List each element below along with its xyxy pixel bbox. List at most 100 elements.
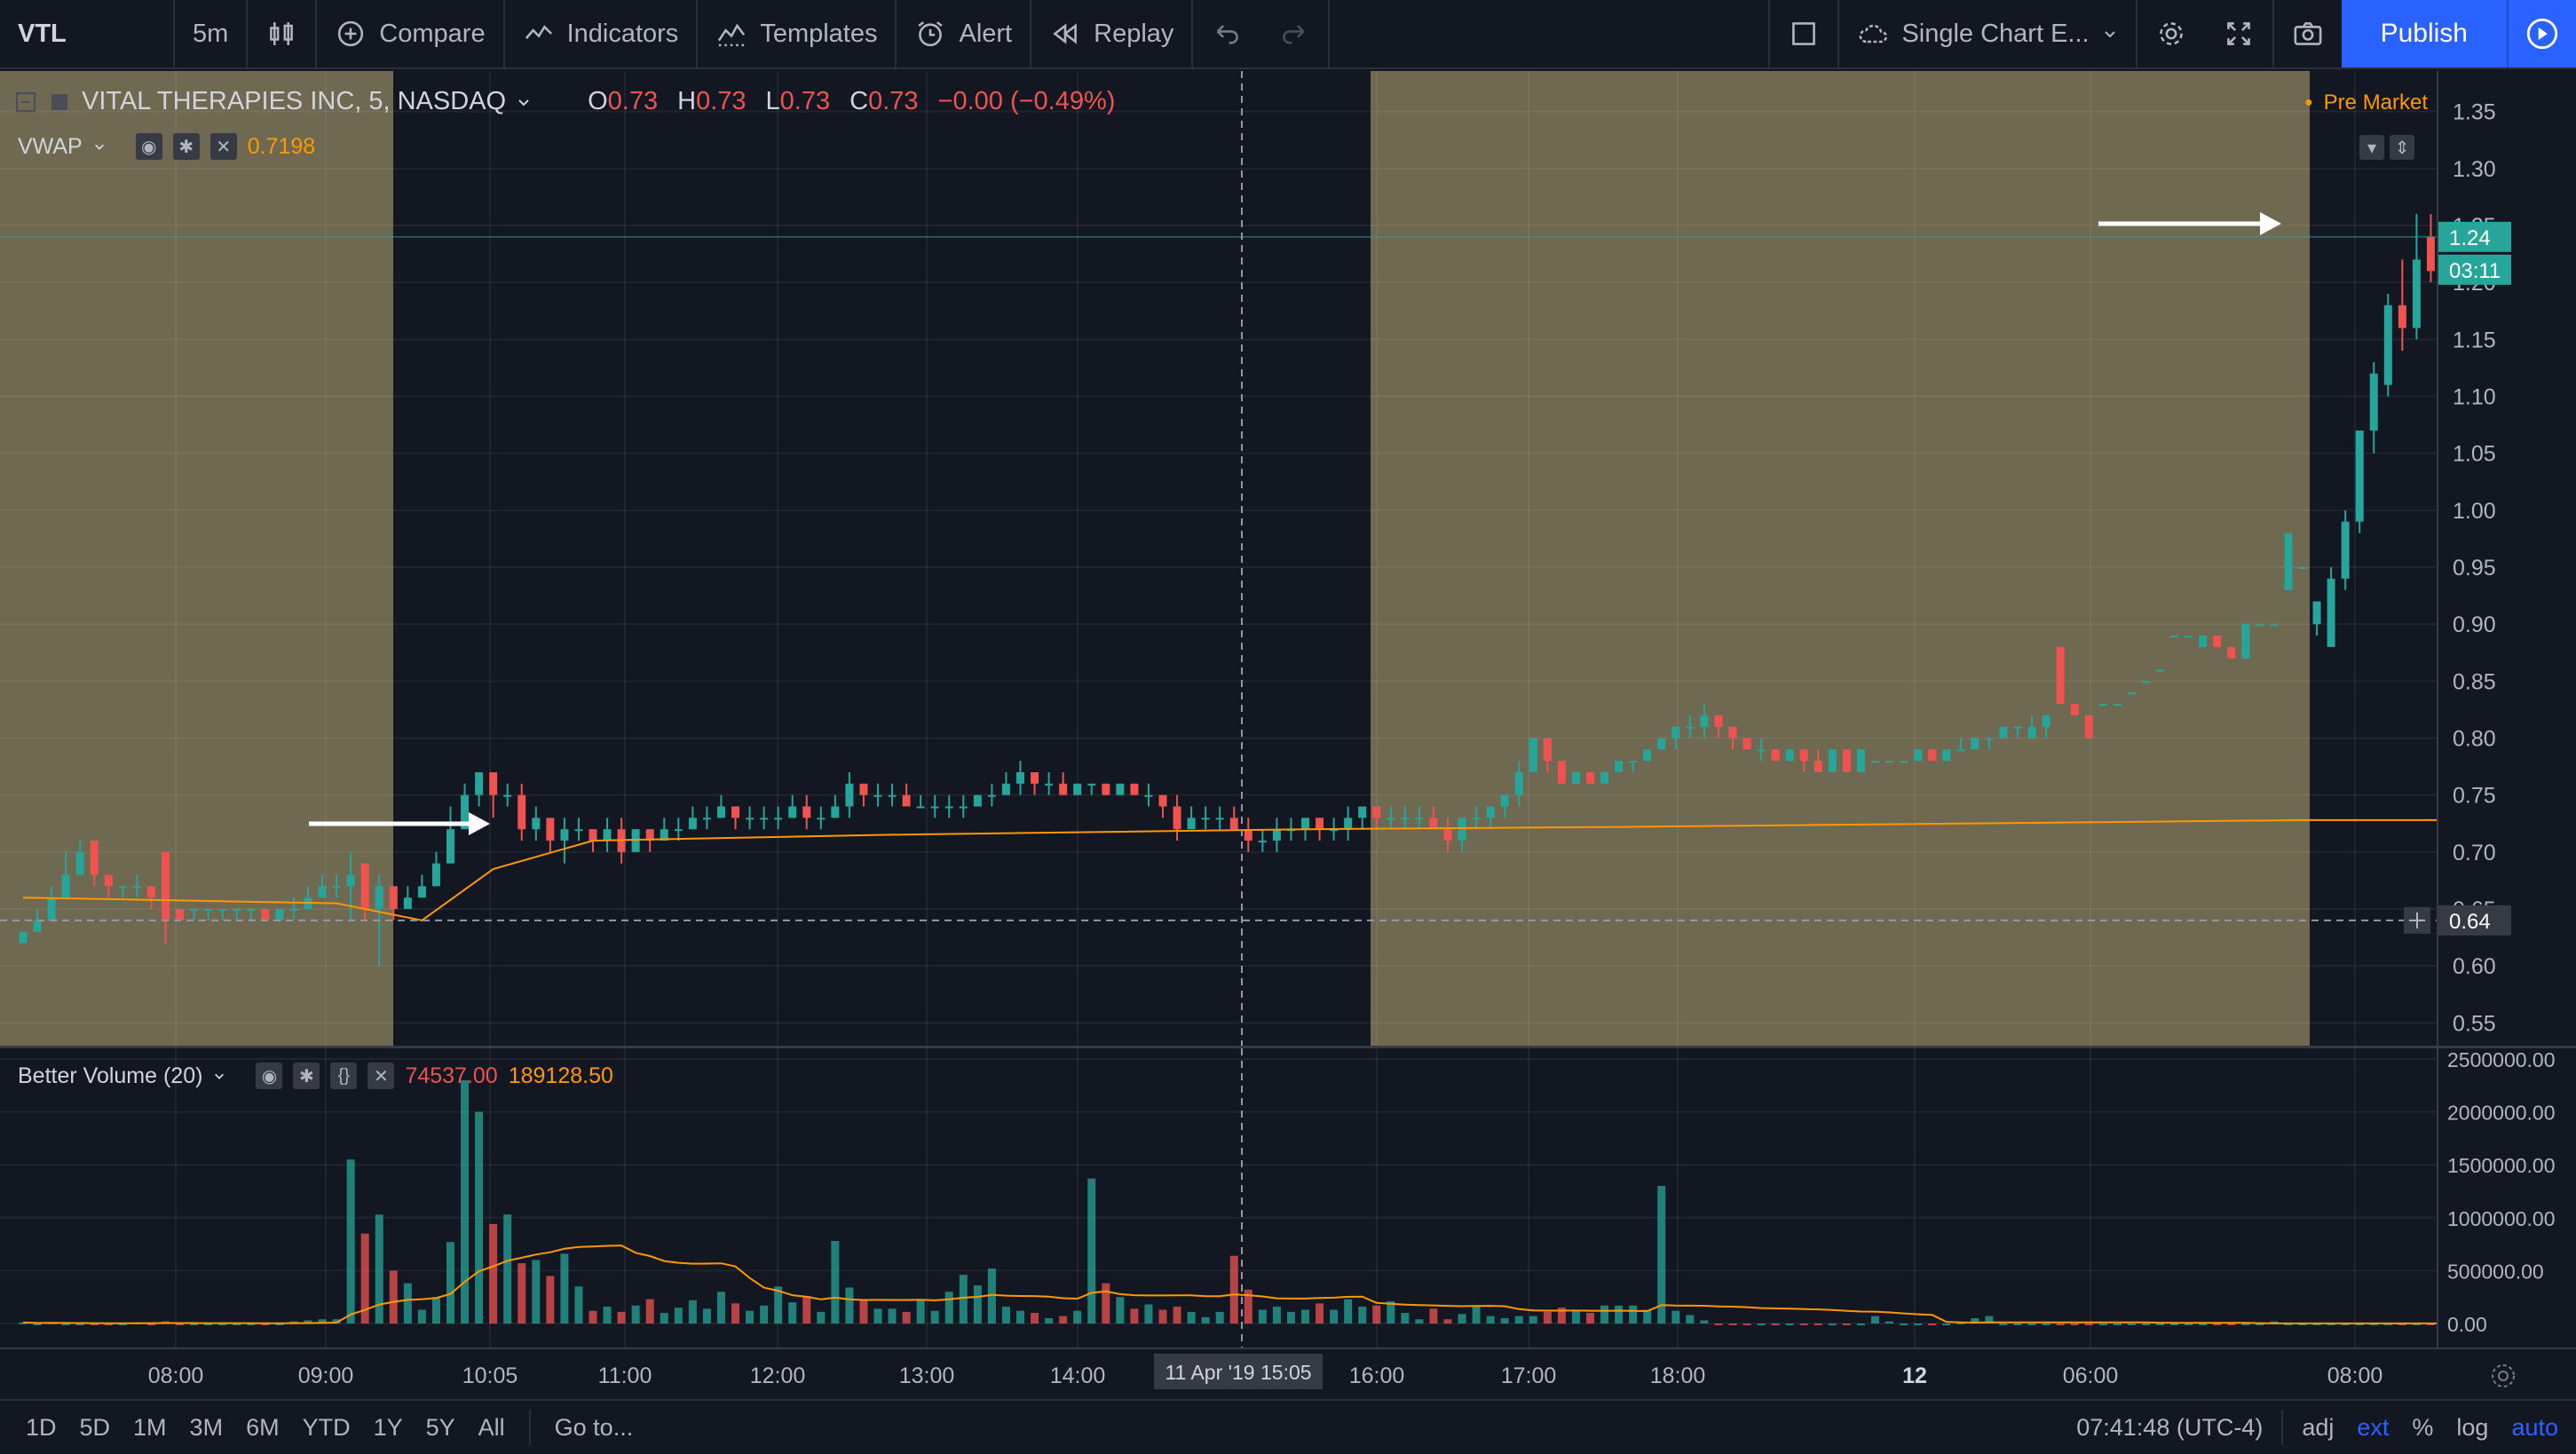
range-button-5y[interactable]: 5Y	[425, 1413, 455, 1441]
price-axis[interactable]: 1.351.301.251.201.151.101.051.000.950.90…	[2437, 71, 2576, 1046]
collapse-icon[interactable]	[14, 91, 37, 114]
candle-body	[1813, 761, 1822, 772]
symbol-title[interactable]: VITAL THERAPIES INC, 5, NASDAQ	[82, 87, 507, 115]
adj-toggle[interactable]: adj	[2302, 1413, 2335, 1441]
volume-axis-scale[interactable]: 2500000.00 2000000.00 1500000.00 1000000.00…	[2438, 1048, 2576, 1347]
snapshot-button[interactable]	[2274, 0, 2342, 67]
volume-bar	[1629, 1305, 1638, 1324]
volume-ma-line	[22, 1245, 2437, 1324]
gear-icon[interactable]: ✱	[293, 1063, 320, 1089]
publish-button[interactable]: Publish	[2341, 0, 2507, 67]
volume-bar	[1543, 1311, 1552, 1324]
range-button-6m[interactable]: 6M	[246, 1413, 280, 1441]
close-icon[interactable]: ✕	[209, 133, 237, 160]
symbol-search-button[interactable]: VTL	[18, 19, 67, 48]
candle-body	[1059, 783, 1068, 795]
volume-bar	[831, 1241, 840, 1324]
interval-button[interactable]: 5m	[193, 19, 229, 48]
range-button-ytd[interactable]: YTD	[302, 1413, 351, 1441]
ext-toggle[interactable]: ext	[2357, 1413, 2390, 1441]
vwap-name[interactable]: VWAP	[18, 133, 83, 159]
chevron-down-icon[interactable]	[213, 1070, 225, 1082]
undo-button[interactable]	[1193, 0, 1260, 67]
volume-bar	[1728, 1324, 1737, 1325]
volume-pane[interactable]: Better Volume (20) ◉ ✱ {} ✕ 74537.00 189…	[0, 1048, 2437, 1347]
volume-bar	[1643, 1309, 1652, 1324]
range-button-all[interactable]: All	[478, 1413, 505, 1441]
volume-bar	[930, 1310, 939, 1324]
range-button-1d[interactable]: 1D	[26, 1413, 57, 1441]
layout-select-button[interactable]	[1770, 0, 1837, 67]
source-code-icon[interactable]: {}	[330, 1063, 358, 1089]
eye-icon[interactable]: ◉	[135, 133, 162, 160]
indicators-label: Indicators	[566, 19, 679, 48]
price-tick-label: 0.95	[2453, 556, 2496, 581]
candle-body	[802, 806, 811, 818]
candle-body	[446, 829, 454, 864]
save-layout-button[interactable]: Single Chart E...	[1839, 0, 2135, 67]
candle-body	[1629, 761, 1638, 763]
candle-body	[760, 818, 769, 820]
square-icon	[1792, 22, 1816, 45]
gear-icon[interactable]: ✱	[172, 133, 200, 160]
percent-toggle[interactable]: %	[2412, 1413, 2434, 1441]
indicators-button[interactable]: Indicators	[505, 0, 697, 67]
crosshair-time-tag-text: 11 Apr '19 15:05	[1165, 1361, 1311, 1384]
range-button-5d[interactable]: 5D	[79, 1413, 111, 1441]
fullscreen-button[interactable]	[2205, 0, 2272, 67]
range-button-1m[interactable]: 1M	[133, 1413, 167, 1441]
volume-bar	[2098, 1324, 2107, 1325]
main-chart-pane[interactable]: VITAL THERAPIES INC, 5, NASDAQ O 0.73 H 0.…	[0, 71, 2437, 1046]
range-button-3m[interactable]: 3M	[189, 1413, 224, 1441]
volume-chart[interactable]	[0, 1048, 2437, 1347]
time-axis-scale[interactable]: 08:00 09:00 10:05 11:00 12:00 13:00 14:00 16:00…	[0, 1349, 2576, 1401]
volume-name[interactable]: Better Volume (20)	[18, 1063, 203, 1088]
templates-button[interactable]: Templates	[698, 0, 895, 67]
low-label: L	[765, 87, 780, 115]
redo-button[interactable]	[1260, 0, 1328, 67]
volume-bar	[1657, 1186, 1666, 1324]
pane-divider[interactable]	[0, 1046, 2576, 1048]
time-axis[interactable]: 08:00 09:00 10:05 11:00 12:00 13:00 14:00 16:00…	[0, 1347, 2576, 1399]
candle-body	[831, 806, 840, 818]
pane-updown-icon[interactable]: ⇕	[2390, 135, 2414, 160]
volume-bar	[1201, 1316, 1210, 1324]
replay-button[interactable]: Replay	[1031, 0, 1191, 67]
candle-body	[2170, 636, 2179, 637]
range-button-1y[interactable]: 1Y	[373, 1413, 403, 1441]
log-toggle[interactable]: log	[2456, 1413, 2489, 1441]
volume-bar	[1344, 1299, 1353, 1324]
alert-button[interactable]: Alert	[897, 0, 1030, 67]
auto-toggle[interactable]: auto	[2511, 1413, 2558, 1441]
pane-down-icon[interactable]: ▾	[2359, 135, 2384, 160]
candle-body	[1885, 761, 1894, 763]
gear-icon[interactable]	[2492, 1364, 2515, 1387]
chart-style-button[interactable]	[248, 0, 315, 67]
volume-bar	[1757, 1324, 1766, 1325]
candle-body	[930, 806, 939, 809]
volume-bar	[1001, 1306, 1010, 1324]
flag-icon[interactable]	[48, 91, 71, 114]
price-chart[interactable]	[0, 71, 2437, 1046]
time-tick-label: 08:00	[148, 1363, 204, 1388]
bar-countdown-tag-text: 03:11	[2449, 259, 2501, 283]
close-label: C	[849, 87, 869, 115]
chevron-down-icon[interactable]	[93, 140, 106, 153]
volume-bar	[1600, 1305, 1609, 1324]
compare-button[interactable]: Compare	[317, 0, 502, 67]
publish-menu-button[interactable]	[2507, 0, 2576, 67]
volume-bar	[461, 1079, 470, 1324]
close-icon[interactable]: ✕	[367, 1063, 395, 1089]
eye-icon[interactable]: ◉	[256, 1063, 283, 1089]
goto-button[interactable]: Go to...	[554, 1413, 634, 1441]
settings-button[interactable]	[2137, 0, 2205, 67]
chevron-down-icon[interactable]	[517, 95, 531, 109]
candle-body	[973, 794, 982, 807]
price-axis-scale[interactable]: 1.351.301.251.201.151.101.051.000.950.90…	[2438, 71, 2576, 1046]
volume-bar	[631, 1305, 640, 1324]
volume-bar	[1016, 1310, 1024, 1324]
volume-bar	[2156, 1324, 2164, 1325]
volume-axis[interactable]: 2500000.00 2000000.00 1500000.00 1000000.00…	[2437, 1048, 2576, 1347]
arrow-annotation-head	[2260, 212, 2281, 235]
clock[interactable]: 07:41:48 (UTC-4)	[2076, 1413, 2264, 1441]
